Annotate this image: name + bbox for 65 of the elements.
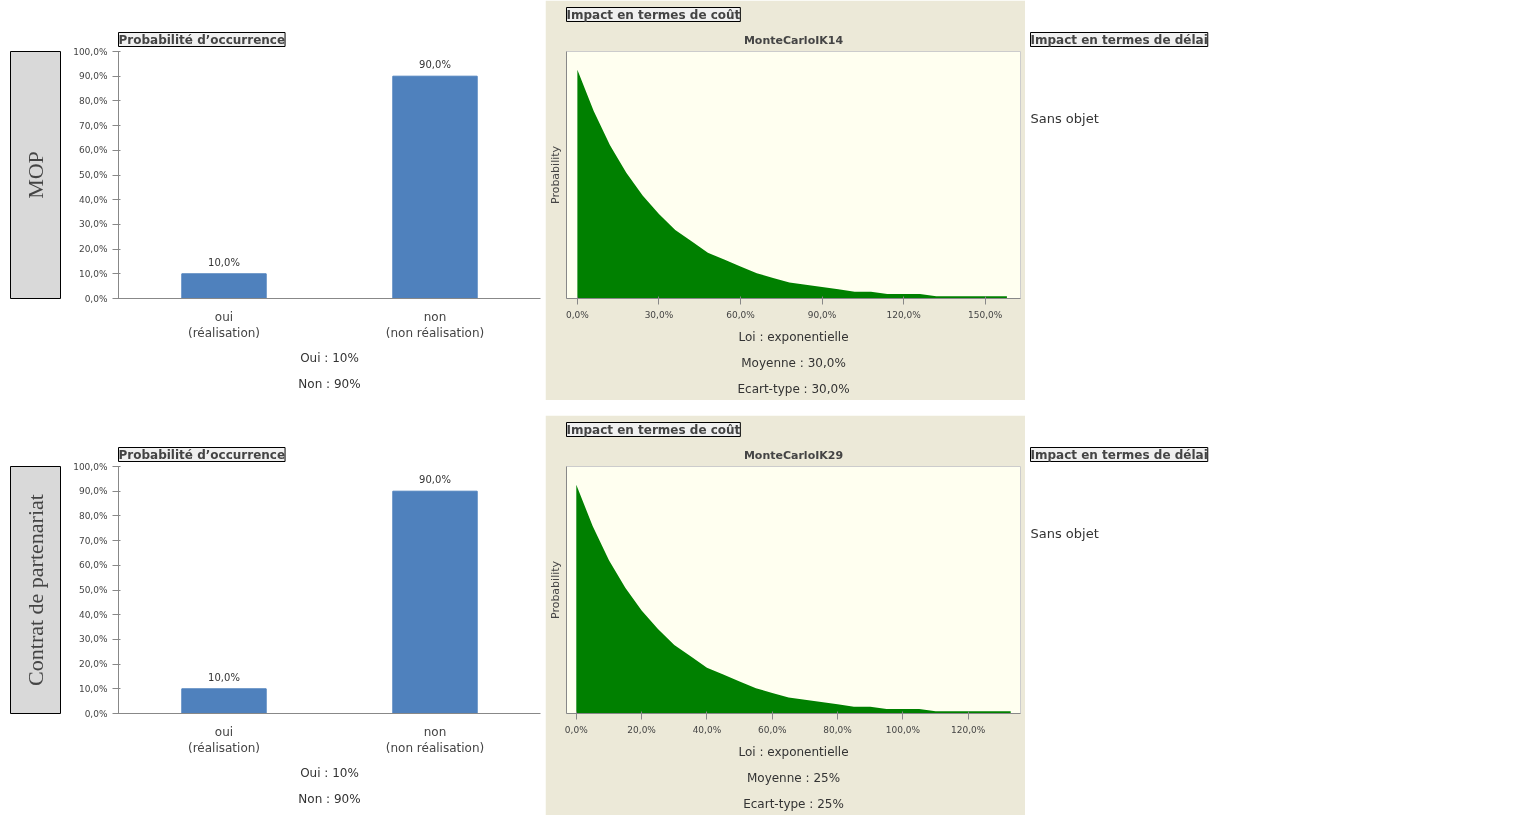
y-axis-title: Probability bbox=[548, 560, 562, 620]
text: Ecart-type : 30,0% bbox=[737, 381, 850, 396]
text: Sans objet bbox=[1030, 110, 1099, 126]
text: Sans objet bbox=[1030, 525, 1099, 541]
text: Loi : exponentielle bbox=[738, 329, 849, 344]
text: Oui : 10% bbox=[300, 765, 359, 780]
x-tick-label: oui (réalisation) bbox=[187, 309, 261, 341]
text: Moyenne : 25% bbox=[746, 770, 841, 785]
x-tick-label: 60,0% bbox=[726, 309, 756, 320]
data-label: 90,0% bbox=[419, 474, 451, 486]
text: Oui : 10% bbox=[300, 350, 359, 365]
text: Ecart-type : 25% bbox=[743, 796, 844, 811]
y-tick-label: 90,0% bbox=[78, 71, 108, 82]
chart-subtitle: MonteCarloIK29 bbox=[743, 448, 844, 462]
data-label: 10,0% bbox=[208, 256, 240, 268]
x-tick-label: 60,0% bbox=[757, 724, 788, 735]
chart-title: Impact en termes de coût bbox=[566, 7, 741, 22]
x-tick-label: non (non réalisation) bbox=[385, 309, 485, 341]
y-tick-label: 90,0% bbox=[78, 486, 108, 497]
x-tick-label: 80,0% bbox=[823, 724, 853, 735]
y-tick-label: 40,0% bbox=[78, 194, 108, 205]
y-tick-label: 100,0% bbox=[73, 46, 108, 57]
x-tick-label: 90,0% bbox=[807, 309, 837, 320]
x-tick-label: 40,0% bbox=[692, 724, 722, 735]
y-tick-label: 70,0% bbox=[78, 535, 108, 546]
y-tick-label: 30,0% bbox=[78, 634, 108, 645]
x-tick-label: non (non réalisation) bbox=[385, 724, 485, 756]
x-tick-label: 0,0% bbox=[565, 309, 590, 320]
y-tick-label: 30,0% bbox=[78, 219, 108, 230]
y-tick-label: 10,0% bbox=[78, 683, 108, 694]
text: Impact en termes de délai bbox=[1030, 32, 1208, 47]
x-tick-label: oui (réalisation) bbox=[187, 724, 261, 756]
x-tick-label: 100,0% bbox=[885, 724, 921, 735]
y-tick-label: 0,0% bbox=[84, 708, 108, 719]
text: MOP bbox=[23, 151, 48, 199]
text: Non : 90% bbox=[298, 376, 361, 391]
y-tick-label: 10,0% bbox=[78, 268, 108, 279]
text: Loi : exponentielle bbox=[738, 744, 849, 759]
x-tick-label: 120,0% bbox=[886, 309, 922, 320]
y-tick-label: 80,0% bbox=[78, 510, 108, 521]
chart-title: Impact en termes de coût bbox=[566, 422, 741, 437]
x-tick-label: 150,0% bbox=[968, 309, 1003, 320]
y-tick-label: 70,0% bbox=[78, 120, 108, 131]
y-tick-label: 50,0% bbox=[78, 170, 108, 180]
chart-subtitle: MonteCarloIK14 bbox=[743, 33, 844, 47]
y-tick-label: 80,0% bbox=[78, 95, 108, 106]
y-tick-label: 60,0% bbox=[78, 145, 108, 156]
y-axis-title: Probability bbox=[548, 145, 562, 205]
x-tick-label: 20,0% bbox=[627, 724, 657, 735]
y-tick-label: 40,0% bbox=[78, 609, 108, 620]
data-label: 10,0% bbox=[208, 671, 240, 683]
y-tick-label: 20,0% bbox=[78, 659, 108, 670]
x-tick-label: 0,0% bbox=[564, 724, 589, 735]
y-tick-label: 50,0% bbox=[78, 585, 108, 595]
text: Contrat de partenariat bbox=[23, 494, 48, 686]
y-tick-label: 60,0% bbox=[78, 560, 108, 571]
x-tick-label: 30,0% bbox=[644, 309, 674, 320]
data-label: 90,0% bbox=[419, 59, 451, 71]
text: Non : 90% bbox=[298, 791, 361, 806]
y-tick-label: 100,0% bbox=[73, 461, 108, 472]
x-tick-label: 120,0% bbox=[951, 724, 986, 735]
text: Impact en termes de délai bbox=[1030, 447, 1208, 462]
y-tick-label: 0,0% bbox=[84, 293, 108, 304]
text: Moyenne : 30,0% bbox=[741, 355, 846, 370]
y-tick-label: 20,0% bbox=[78, 244, 108, 255]
